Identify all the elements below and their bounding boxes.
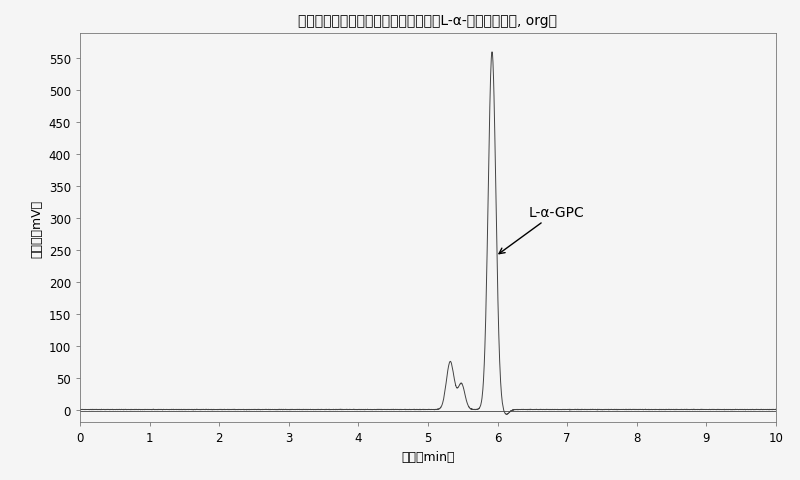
- Y-axis label: 响应值（mV）: 响应值（mV）: [30, 199, 43, 257]
- Text: L-α-GPC: L-α-GPC: [499, 205, 585, 254]
- Title: 色谱图（纯生三氧化二铝联合层析纯化L-α-甘油磷酸胆碱, org）: 色谱图（纯生三氧化二铝联合层析纯化L-α-甘油磷酸胆碱, org）: [298, 14, 558, 28]
- X-axis label: 时间（min）: 时间（min）: [402, 450, 454, 463]
